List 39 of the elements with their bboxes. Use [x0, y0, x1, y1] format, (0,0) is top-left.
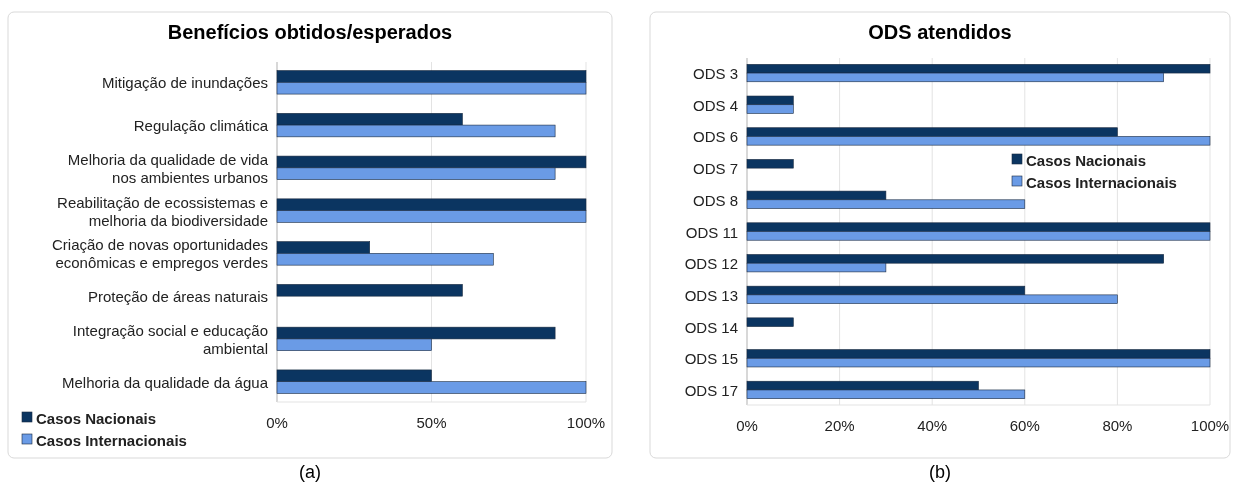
text: (b)	[929, 462, 951, 482]
x-tick-label: 100%	[566, 414, 606, 431]
y-tick-label: ODS 17	[684, 381, 738, 399]
y-tick-label: Melhoria da qualidade da água	[62, 373, 269, 391]
legend-label: Casos Nacionais	[36, 409, 157, 427]
y-tick-label: ODS 6	[692, 127, 738, 145]
y-tick-label: Reabilitação de ecossistemas e melhoria da biodiversidade	[57, 193, 268, 229]
chart-title: ODS atendidos	[868, 21, 1012, 43]
bar	[746, 317, 794, 327]
y-tick-label: ODS 7	[692, 159, 738, 177]
chart-title: Benefícios obtidos/esperados	[167, 21, 453, 43]
y-tick-label: ODS 15	[684, 349, 738, 367]
bar	[746, 159, 794, 169]
x-tick-label: 40%	[917, 417, 948, 434]
legend-label: Casos Internacionais	[1026, 173, 1177, 191]
y-tick-label: ODS 8	[692, 191, 738, 209]
y-tick-label: ODS 4	[692, 96, 738, 114]
y-tick-label: ODS 3	[692, 64, 738, 82]
y-tick-label: ODS 12	[684, 254, 738, 272]
bar	[276, 284, 463, 297]
legend-label: Casos Nacionais	[1026, 151, 1147, 169]
y-tick-label: Mitigação de inundações	[102, 73, 268, 91]
y-tick-label: Integração social e educação ambiental	[72, 321, 268, 357]
y-tick-label: Melhoria da qualidade de vida nos ambientes urbanos	[67, 150, 269, 186]
x-tick-label: 50%	[416, 414, 447, 431]
x-tick-label: 0%	[266, 414, 288, 431]
legend-label: Casos Internacionais	[36, 431, 187, 449]
text: (a)	[299, 462, 321, 482]
x-tick-label: 20%	[824, 417, 855, 434]
x-tick-label: 60%	[1009, 417, 1040, 434]
x-tick-label: 100%	[1190, 417, 1230, 434]
y-tick-label: Regulação climática	[133, 116, 269, 134]
y-tick-label: ODS 14	[684, 318, 738, 336]
y-tick-label: Proteção de áreas naturais	[87, 287, 268, 305]
x-tick-label: 0%	[736, 417, 758, 434]
x-tick-label: 80%	[1102, 417, 1133, 434]
y-tick-label: Criação de novas oportunidades econômicas e empregos verdes	[52, 235, 268, 271]
y-tick-label: ODS 13	[684, 286, 738, 304]
y-tick-label: ODS 11	[685, 223, 738, 240]
